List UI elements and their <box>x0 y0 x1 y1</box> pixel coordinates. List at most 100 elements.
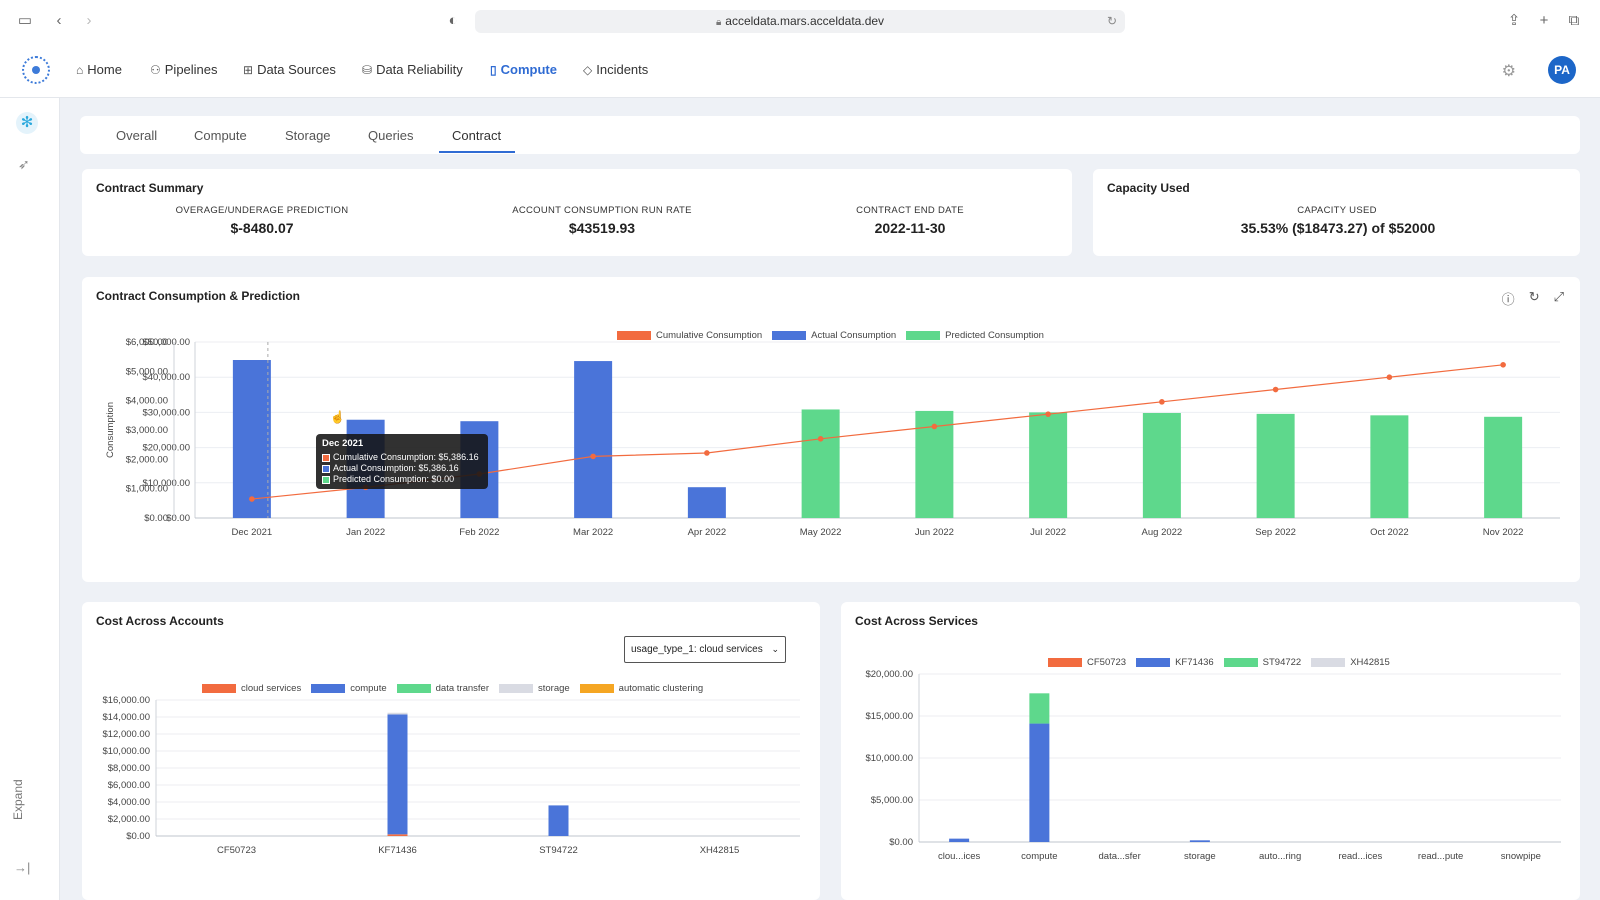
actual-consumption-bar <box>574 361 613 518</box>
legend-item[interactable]: storage <box>498 683 570 694</box>
new-tab-icon[interactable]: + <box>1539 12 1549 29</box>
legend-swatch <box>1048 658 1082 667</box>
forward-icon[interactable]: › <box>86 12 92 29</box>
expand-arrow-icon[interactable]: →| <box>14 860 31 875</box>
legend-item[interactable]: Cumulative Consumption <box>617 330 762 341</box>
logo[interactable] <box>22 56 50 84</box>
x-tick-label: read...pute <box>1418 851 1463 862</box>
legend-label: data transfer <box>435 683 489 694</box>
stat-value: 2022-11-30 <box>874 220 946 236</box>
stacked-bar-segment <box>1189 840 1210 842</box>
x-tick-label: Jul 2022 <box>1030 527 1066 538</box>
legend-item[interactable]: cloud services <box>202 683 301 694</box>
legend-item[interactable]: KF71436 <box>1136 657 1214 668</box>
expand-label[interactable]: Expand <box>11 779 25 820</box>
services-legend: CF50723 KF71436 ST94722 XH42815 <box>1048 657 1390 668</box>
consumption-legend: Cumulative Consumption Actual Consumptio… <box>617 330 1044 341</box>
cumulative-consumption-point <box>1159 399 1165 405</box>
tooltip-row: Cumulative Consumption: $5,386.16 <box>322 452 482 463</box>
refresh-icon[interactable]: ↻ <box>1528 289 1540 304</box>
x-tick-label: KF71436 <box>378 845 417 856</box>
tooltip-swatch <box>322 453 330 462</box>
x-tick-label: Dec 2021 <box>232 527 273 538</box>
cumulative-consumption-point <box>1386 374 1393 380</box>
stacked-bar-segment <box>387 714 408 835</box>
card-title: Capacity Used <box>1107 181 1190 195</box>
nav-incidents[interactable]: ◇ Incidents <box>583 62 648 77</box>
legend-label: automatic clustering <box>618 683 704 694</box>
legend-swatch <box>396 684 431 693</box>
y-tick-label: $2,000.00 <box>108 814 150 825</box>
x-tick-label: storage <box>1184 851 1216 862</box>
stat-label: CONTRACT END DATE <box>856 205 964 216</box>
x-tick-label: May 2022 <box>800 527 842 538</box>
legend-swatch <box>772 331 807 340</box>
expand-icon[interactable]: ⤢ <box>1553 289 1564 304</box>
info-icon[interactable]: ⓘ <box>1501 292 1515 307</box>
x-tick-label: CF50723 <box>217 845 256 856</box>
tooltip-swatch <box>322 464 330 473</box>
compute-icon: ▯ <box>490 62 497 77</box>
legend-label: compute <box>350 683 387 694</box>
nav-label: Incidents <box>596 62 649 77</box>
capacity-card: Capacity Used CAPACITY USED 35.53% ($184… <box>1093 169 1580 256</box>
legend-item[interactable]: CF50723 <box>1048 657 1126 668</box>
y-left-tick-label: $4,000.00 <box>126 396 168 407</box>
predicted-consumption-bar <box>1370 415 1409 518</box>
nav-pipelines[interactable]: ⚇ Pipelines <box>150 62 218 77</box>
x-tick-label: read...ices <box>1338 851 1382 862</box>
legend-item[interactable]: Actual Consumption <box>772 330 896 341</box>
gear-icon[interactable]: ⚙ <box>1501 63 1516 80</box>
tab-compute[interactable]: Compute <box>194 128 247 143</box>
stacked-bar-segment <box>548 805 569 836</box>
share-icon[interactable]: ⇪ <box>1507 12 1521 29</box>
x-tick-label: compute <box>1021 851 1057 862</box>
legend-item[interactable]: data transfer <box>396 683 489 694</box>
contract-summary-card: Contract Summary OVERAGE/UNDERAGE PREDIC… <box>82 169 1072 256</box>
nav-data-sources[interactable]: ⊞ Data Sources <box>243 62 336 77</box>
tab-contract[interactable]: Contract <box>452 128 502 143</box>
tab-queries[interactable]: Queries <box>368 128 414 143</box>
tabs-overview-icon[interactable]: ⧉ <box>1568 12 1580 29</box>
legend-item[interactable]: XH42815 <box>1311 657 1390 668</box>
address-bar[interactable]: 🔒︎ acceldata.mars.acceldata.dev ↻ <box>475 10 1125 33</box>
nav-compute[interactable]: ▯ Compute <box>490 62 557 77</box>
back-icon[interactable]: ‹ <box>56 12 62 29</box>
stacked-bar-segment <box>1029 693 1050 724</box>
nav-data-reliability[interactable]: ⛁ Data Reliability <box>362 62 463 77</box>
tab-overall[interactable]: Overall <box>116 128 158 143</box>
y-tick-label: $6,000.00 <box>108 780 150 791</box>
legend-item[interactable]: Predicted Consumption <box>906 330 1044 341</box>
legend-label: XH42815 <box>1350 657 1390 668</box>
usage-type-select[interactable]: usage_type_1: cloud services ⌄ <box>624 636 786 663</box>
y-right-tick-label: $30,000.00 <box>142 407 190 418</box>
sidebar-toggle-icon[interactable]: ▭ <box>17 12 33 29</box>
rocket-icon[interactable]: ➶ <box>18 156 30 172</box>
select-value: usage_type_1: cloud services <box>631 644 763 655</box>
card-title: Contract Consumption & Prediction <box>96 289 300 303</box>
left-rail: ✻ ➶ <box>0 98 60 900</box>
cumulative-consumption-point <box>704 450 710 456</box>
y-left-tick-label: $1,000.00 <box>126 484 168 495</box>
legend-item[interactable]: compute <box>311 683 387 694</box>
nav-home[interactable]: ⌂ Home <box>76 62 122 77</box>
stacked-bar-segment <box>949 838 970 842</box>
y-left-tick-label: $2,000.00 <box>126 454 168 465</box>
y-right-tick-label: $10,000.00 <box>142 478 190 489</box>
tab-bar: Overall Compute Storage Queries Contract <box>80 116 1580 154</box>
tab-storage[interactable]: Storage <box>285 128 331 143</box>
tooltip-text: Cumulative Consumption: $5,386.16 <box>333 452 479 462</box>
legend-label: Predicted Consumption <box>945 330 1044 341</box>
avatar[interactable]: PA <box>1548 56 1576 84</box>
stat-label: ACCOUNT CONSUMPTION RUN RATE <box>512 205 692 216</box>
y-left-tick-label: $6,000.00 <box>126 337 168 348</box>
lock-icon: 🔒︎ <box>715 17 722 28</box>
legend-label: ST94722 <box>1262 657 1302 668</box>
predicted-consumption-bar <box>1256 413 1295 518</box>
reload-icon[interactable]: ↻ <box>1106 14 1117 28</box>
legend-item[interactable]: automatic clustering <box>579 683 704 694</box>
accounts-chart: $0.00 $2,000.00 $4,000.00 $6,000.00 $8,000.0… <box>102 695 800 856</box>
services-chart: $0.00 $5,000.00 $10,000.00 $15,000.00 $20,00… <box>865 669 1561 862</box>
snowflake-icon[interactable]: ✻ <box>16 112 38 134</box>
legend-item[interactable]: ST94722 <box>1223 657 1302 668</box>
